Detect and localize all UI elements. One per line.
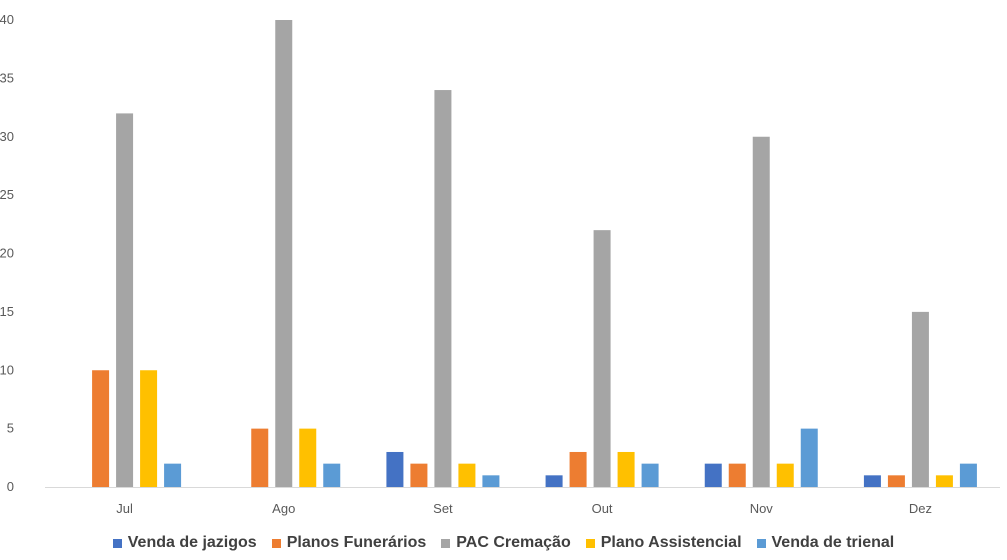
y-tick-label: 0 (7, 479, 14, 494)
bar (887, 475, 905, 487)
legend-label: Planos Funerários (286, 534, 427, 551)
legend-item: Plano Assistencial (585, 534, 742, 552)
bar (593, 230, 611, 487)
legend-label: Venda de trienal (771, 534, 895, 551)
bar (140, 370, 158, 487)
legend-item: Planos Funerários (271, 534, 427, 552)
legend-label: Venda de jazigos (127, 534, 257, 551)
bar (728, 463, 746, 487)
bar (386, 451, 404, 487)
x-tick-label: Nov (750, 501, 774, 516)
bar (299, 428, 317, 487)
bar (641, 463, 659, 487)
x-tick-label: Set (433, 501, 453, 516)
bar (92, 370, 110, 487)
bar (164, 463, 182, 487)
bar-chart-plot: 0 5 10 15 20 25 30 35 40 Jul Ago Set Out Nov Dez (0, 12, 1000, 516)
y-tick-label: 5 (7, 421, 14, 436)
bar (251, 428, 269, 487)
bar (617, 451, 635, 487)
y-axis: 0 5 10 15 20 25 30 35 40 (0, 12, 14, 494)
y-tick-label: 25 (0, 187, 14, 202)
legend-swatch (585, 538, 595, 548)
y-tick-label: 30 (0, 129, 14, 144)
bar (863, 475, 881, 487)
y-tick-label: 40 (0, 12, 14, 27)
legend-swatch (441, 538, 451, 548)
y-tick-label: 20 (0, 246, 14, 261)
bar (959, 463, 977, 487)
bar (434, 90, 452, 488)
legend-swatch (271, 538, 281, 548)
bars (92, 20, 977, 488)
bar (458, 463, 476, 487)
legend-item: Venda de trienal (756, 534, 895, 552)
bar (935, 475, 953, 487)
bar (704, 463, 722, 487)
legend-label: PAC Cremação (456, 534, 571, 551)
bar (410, 463, 428, 487)
x-axis: Jul Ago Set Out Nov Dez (45, 487, 1000, 516)
legend-item: Venda de jazigos (112, 534, 257, 552)
x-tick-label: Out (592, 501, 613, 516)
legend-swatch (756, 538, 766, 548)
x-tick-label: Ago (272, 501, 295, 516)
bar (569, 451, 587, 487)
x-tick-label: Jul (116, 501, 133, 516)
bar (752, 136, 770, 487)
bar (911, 311, 929, 487)
y-tick-label: 35 (0, 70, 14, 85)
legend-label: Plano Assistencial (600, 534, 742, 551)
bar (545, 475, 563, 487)
bar (482, 475, 500, 487)
x-tick-label: Dez (909, 501, 932, 516)
bar (275, 20, 293, 487)
bar (323, 463, 341, 487)
bar (800, 428, 818, 487)
bar (776, 463, 794, 487)
y-tick-label: 10 (0, 362, 14, 377)
legend-item: PAC Cremação (441, 534, 571, 552)
y-tick-label: 15 (0, 304, 14, 319)
legend-swatch (112, 538, 122, 548)
bar (116, 113, 134, 488)
legend: Venda de jazigos Planos Funerários PAC Cre… (0, 534, 1007, 552)
